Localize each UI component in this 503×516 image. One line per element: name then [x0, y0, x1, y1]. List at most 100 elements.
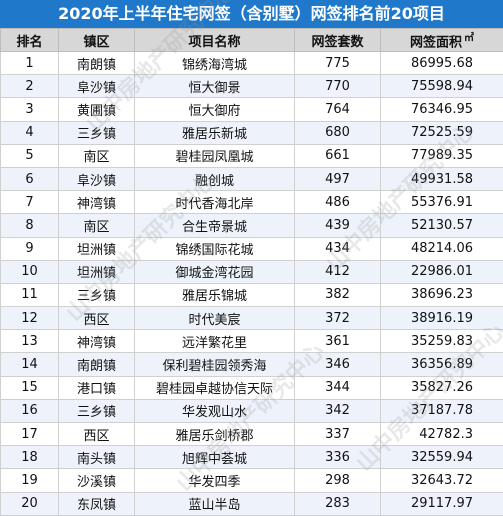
project-name-cell: 碧桂园凤凰城: [135, 144, 295, 167]
area-cell: 48214.06: [381, 237, 503, 260]
project-name-cell: 华发四季: [135, 469, 295, 492]
header-project: 项目名称: [135, 29, 295, 52]
town-cell: 西区: [59, 423, 135, 446]
project-name-cell: 时代美宸: [135, 307, 295, 330]
units-cell: 497: [295, 167, 381, 190]
area-cell: 35259.83: [381, 330, 503, 353]
rank-cell: 14: [1, 353, 59, 376]
rank-cell: 10: [1, 260, 59, 283]
rank-cell: 13: [1, 330, 59, 353]
town-cell: 坦洲镇: [59, 260, 135, 283]
area-cell: 76346.95: [381, 98, 503, 121]
units-cell: 342: [295, 399, 381, 422]
project-name-cell: 雅居乐锦城: [135, 283, 295, 306]
town-cell: 三乡镇: [59, 283, 135, 306]
project-name-cell: 旭辉中荟城: [135, 446, 295, 469]
area-cell: 32559.94: [381, 446, 503, 469]
header-area-label: 网签面积: [410, 36, 462, 51]
project-name-cell: 锦绣海湾城: [135, 52, 295, 75]
header-town: 镇区: [59, 29, 135, 52]
rank-cell: 15: [1, 376, 59, 399]
rank-cell: 2: [1, 75, 59, 98]
units-cell: 775: [295, 52, 381, 75]
town-cell: 西区: [59, 307, 135, 330]
units-cell: 344: [295, 376, 381, 399]
rank-cell: 3: [1, 98, 59, 121]
area-cell: 42782.3: [381, 423, 503, 446]
town-cell: 沙溪镇: [59, 469, 135, 492]
units-cell: 680: [295, 121, 381, 144]
area-cell: 86995.68: [381, 52, 503, 75]
town-cell: 南朗镇: [59, 52, 135, 75]
units-cell: 346: [295, 353, 381, 376]
units-cell: 439: [295, 214, 381, 237]
header-area-unit: ㎡: [464, 33, 474, 44]
project-name-cell: 雅居乐新城: [135, 121, 295, 144]
rank-cell: 6: [1, 167, 59, 190]
rank-cell: 17: [1, 423, 59, 446]
rank-cell: 18: [1, 446, 59, 469]
rank-cell: 4: [1, 121, 59, 144]
area-cell: 55376.91: [381, 191, 503, 214]
table-title: 2020年上半年住宅网签（含别墅）网签排名前20项目: [0, 0, 503, 28]
rank-cell: 12: [1, 307, 59, 330]
rank-cell: 1: [1, 52, 59, 75]
project-name-cell: 保利碧桂园领秀海: [135, 353, 295, 376]
rank-cell: 7: [1, 191, 59, 214]
town-cell: 神湾镇: [59, 191, 135, 214]
area-cell: 52130.57: [381, 214, 503, 237]
area-cell: 22986.01: [381, 260, 503, 283]
town-cell: 坦洲镇: [59, 237, 135, 260]
town-cell: 港口镇: [59, 376, 135, 399]
rank-cell: 11: [1, 283, 59, 306]
rank-cell: 16: [1, 399, 59, 422]
town-cell: 阜沙镇: [59, 75, 135, 98]
project-name-cell: 合生帝景城: [135, 214, 295, 237]
units-cell: 337: [295, 423, 381, 446]
town-cell: 南区: [59, 214, 135, 237]
town-cell: 阜沙镇: [59, 167, 135, 190]
town-cell: 南区: [59, 144, 135, 167]
units-cell: 434: [295, 237, 381, 260]
town-cell: 黄圃镇: [59, 98, 135, 121]
town-cell: 南朗镇: [59, 353, 135, 376]
units-cell: 361: [295, 330, 381, 353]
project-name-cell: 恒大御景: [135, 75, 295, 98]
rank-cell: 5: [1, 144, 59, 167]
units-cell: 486: [295, 191, 381, 214]
town-cell: 三乡镇: [59, 399, 135, 422]
project-name-cell: 御城金湾花园: [135, 260, 295, 283]
area-cell: 38696.23: [381, 283, 503, 306]
area-cell: 75598.94: [381, 75, 503, 98]
project-name-cell: 融创城: [135, 167, 295, 190]
header-rank: 排名: [1, 29, 59, 52]
units-cell: 661: [295, 144, 381, 167]
units-cell: 764: [295, 98, 381, 121]
rank-cell: 8: [1, 214, 59, 237]
area-cell: 49931.58: [381, 167, 503, 190]
units-cell: 298: [295, 469, 381, 492]
project-name-cell: 碧桂园卓越协信天际: [135, 376, 295, 399]
units-cell: 412: [295, 260, 381, 283]
